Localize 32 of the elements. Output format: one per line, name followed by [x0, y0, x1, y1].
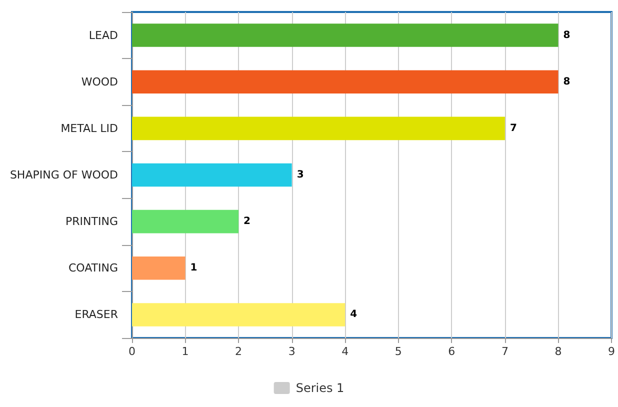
- y-tick-label: COATING: [68, 262, 118, 275]
- data-label: 3: [296, 170, 304, 180]
- data-label: 1: [190, 262, 198, 274]
- y-tick-label: METAL LID: [60, 122, 118, 135]
- bar: [132, 70, 558, 94]
- x-tick-label: 3: [288, 345, 296, 358]
- y-tick-label: WOOD: [81, 75, 118, 88]
- bar: [132, 256, 186, 280]
- x-tick-label: 5: [394, 345, 402, 358]
- x-tick-label: 1: [182, 345, 189, 358]
- bar: [132, 24, 558, 47]
- y-tick-label: ERASER: [74, 308, 118, 322]
- bar: [132, 210, 239, 234]
- data-label: 2: [244, 216, 251, 228]
- x-tick-label: 0: [128, 345, 136, 358]
- text: Series 1: [296, 381, 344, 395]
- y-tick-label: LEAD: [88, 28, 118, 42]
- bar: [132, 163, 292, 187]
- bar: [132, 303, 346, 326]
- x-tick-label: 8: [554, 345, 562, 358]
- x-tick-label: 6: [448, 345, 456, 358]
- y-tick-label: PRINTING: [66, 215, 118, 228]
- x-tick-label: 2: [235, 345, 242, 358]
- data-label: 7: [510, 122, 517, 134]
- bar: [132, 116, 505, 140]
- x-tick-label: 9: [608, 345, 615, 358]
- y-tick-label: SHAPING OF WOOD: [10, 168, 118, 182]
- x-tick-label: 7: [501, 345, 508, 358]
- x-tick-label: 4: [342, 345, 349, 358]
- data-label: 4: [350, 309, 358, 320]
- data-label: 8: [563, 76, 570, 88]
- data-label: 8: [563, 30, 570, 41]
